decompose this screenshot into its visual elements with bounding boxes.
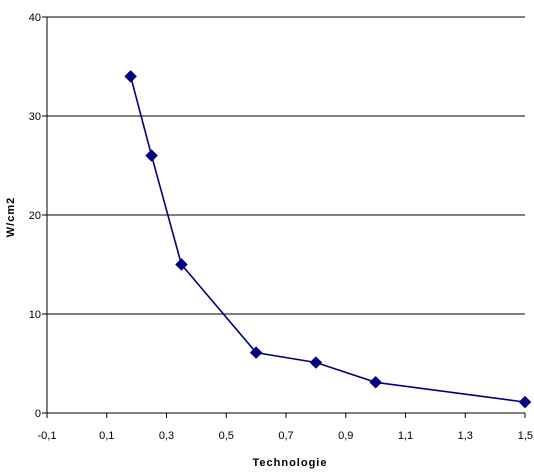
data-point	[369, 375, 382, 389]
x-tick-label: 0,1	[99, 430, 114, 442]
data-point	[175, 258, 188, 271]
x-tick-label: 0,5	[219, 430, 234, 442]
x-tick-label: 1,1	[398, 430, 413, 442]
data-point	[309, 356, 323, 369]
x-axis-title: Technologie	[253, 457, 328, 469]
data-point	[124, 70, 138, 83]
data-point	[249, 346, 263, 359]
x-tick-label: -0,1	[38, 430, 57, 442]
series-line	[129, 76, 526, 403]
y-tick-label: 40	[29, 12, 41, 24]
x-axis-ticks: -0,1 0,1 0,3 0,5 0,7 0,9 1,1 1,3 1,5	[38, 413, 533, 442]
y-tick-label: 20	[29, 210, 41, 222]
gridlines	[47, 16, 525, 315]
y-axis-title: W/cm2	[5, 197, 17, 237]
y-axis-ticks: 0 10 20 30 40	[29, 12, 47, 420]
series-layer	[124, 70, 532, 409]
x-tick-label: 0,9	[338, 430, 353, 442]
x-tick-label: 1,3	[458, 430, 473, 442]
data-point	[145, 149, 158, 162]
x-tick-label: 1,5	[518, 430, 533, 442]
y-tick-label: 10	[29, 309, 41, 321]
data-point	[518, 395, 532, 409]
x-tick-label: 0,7	[278, 430, 293, 442]
y-tick-label: 0	[35, 408, 41, 420]
y-tick-label: 30	[29, 111, 41, 123]
x-tick-label: 0,3	[159, 430, 174, 442]
